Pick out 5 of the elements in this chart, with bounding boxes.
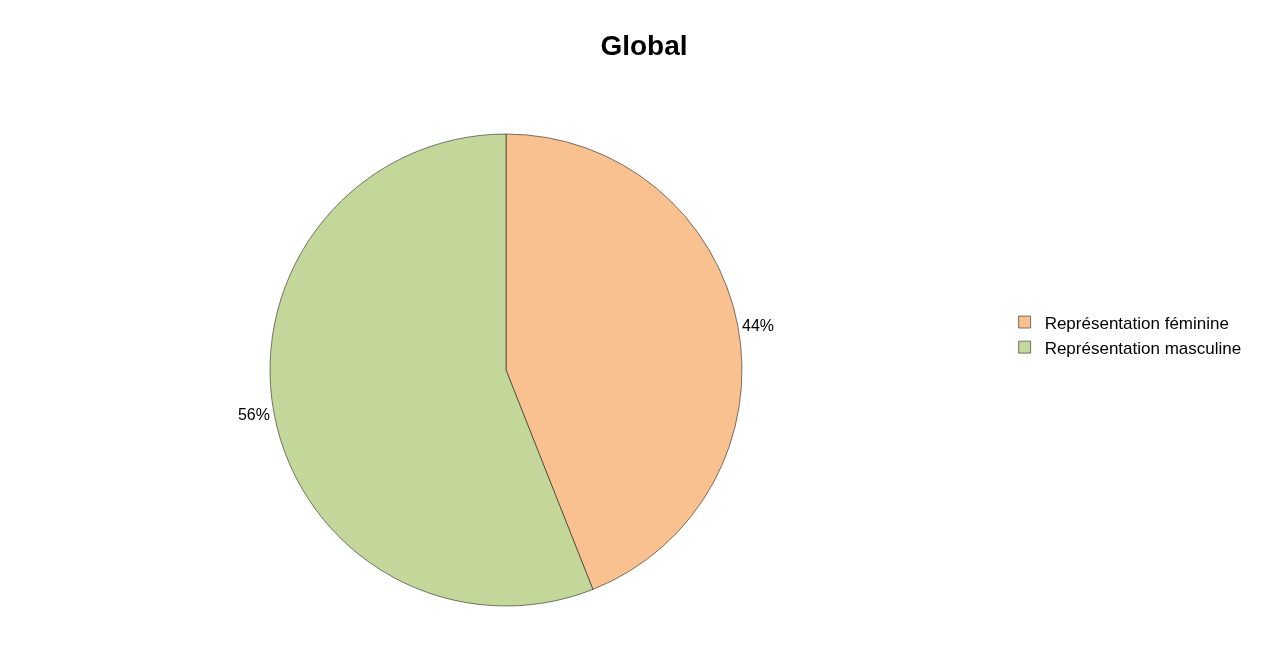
legend-label: Représentation féminine <box>1044 313 1229 333</box>
legend-label: Représentation masculine <box>1044 338 1242 358</box>
data-label: 56% <box>237 406 270 424</box>
chart-title: Global <box>600 29 688 61</box>
data-label: 44% <box>742 316 775 334</box>
